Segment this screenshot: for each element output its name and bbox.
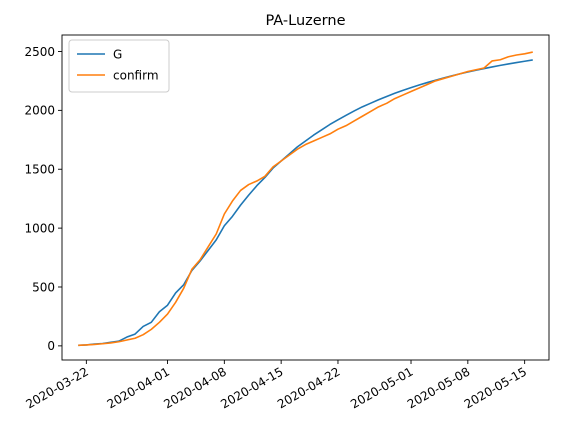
plot-frame bbox=[61, 34, 550, 361]
legend-box bbox=[68, 39, 170, 93]
series-line-G bbox=[78, 59, 533, 347]
chart-title: PA-Luzerne bbox=[265, 13, 345, 29]
y-tick-label: 500 bbox=[32, 280, 55, 294]
series-line-confirm bbox=[78, 51, 533, 347]
x-tick-label: 2020-03-22 bbox=[23, 364, 90, 411]
x-tick-label: 2020-04-01 bbox=[105, 364, 172, 411]
x-tick-label: 2020-04-22 bbox=[275, 364, 342, 411]
y-axis: 0 500 1000 1500 2000 2500 bbox=[24, 45, 62, 353]
legend-label-G: G bbox=[113, 47, 122, 61]
y-tick-label: 2000 bbox=[24, 104, 55, 118]
x-tick-label: 2020-05-08 bbox=[405, 364, 472, 411]
x-tick-label: 2020-05-01 bbox=[348, 364, 415, 411]
legend-label-confirm: confirm bbox=[113, 68, 159, 82]
y-tick-label: 0 bbox=[47, 339, 55, 353]
y-tick-label: 1500 bbox=[24, 163, 55, 177]
x-tick-label: 2020-04-08 bbox=[161, 364, 228, 411]
x-tick-label: 2020-04-15 bbox=[218, 364, 285, 411]
y-tick-label: 2500 bbox=[24, 45, 55, 59]
x-tick-label: 2020-05-15 bbox=[462, 364, 529, 411]
x-axis: 2020-03-22 2020-04-012020-04-082020-04-15… bbox=[23, 360, 529, 411]
plot-layer bbox=[78, 51, 533, 347]
y-tick-label: 1000 bbox=[24, 221, 55, 235]
